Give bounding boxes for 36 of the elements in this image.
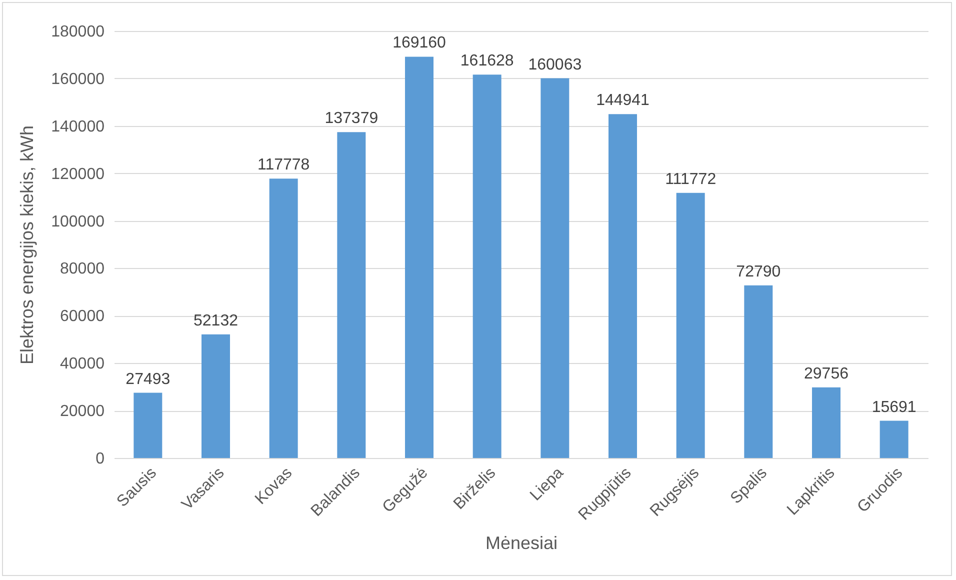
y-tick-label: 20000 xyxy=(60,403,105,420)
x-axis-title: Mėnesiai xyxy=(485,532,558,553)
y-tick-label: 100000 xyxy=(51,213,105,230)
bar xyxy=(337,132,366,458)
y-tick-label: 120000 xyxy=(51,166,105,183)
bar xyxy=(676,192,705,458)
bar xyxy=(202,334,230,458)
y-tick-label: 180000 xyxy=(51,24,105,40)
data-label: 27493 xyxy=(126,370,170,388)
bar xyxy=(472,74,502,458)
data-label: 161628 xyxy=(460,52,514,70)
y-tick-label: 140000 xyxy=(51,118,105,136)
bar xyxy=(134,392,162,458)
y-tick-label: 160000 xyxy=(51,70,105,88)
data-label: 111772 xyxy=(665,170,716,188)
y-tick-label: 60000 xyxy=(60,308,105,326)
data-label: 29756 xyxy=(804,365,849,382)
data-label: 137379 xyxy=(324,110,378,128)
bar xyxy=(405,56,434,458)
data-label: 160063 xyxy=(528,56,582,74)
bar xyxy=(269,178,298,458)
data-label: 15691 xyxy=(872,398,916,416)
data-label: 144941 xyxy=(596,92,650,110)
bar xyxy=(540,78,570,458)
y-tick-label: 0 xyxy=(96,450,105,468)
data-label: 52132 xyxy=(194,312,238,330)
bar xyxy=(812,387,840,458)
bar xyxy=(880,420,908,458)
data-label: 117778 xyxy=(257,156,310,174)
data-label: 72790 xyxy=(736,263,781,280)
y-tick-label: 40000 xyxy=(60,356,105,373)
y-tick-label: 80000 xyxy=(60,260,105,278)
y-axis-title: Elektros energijos kiekis, kWh xyxy=(17,125,38,365)
data-label: 169160 xyxy=(392,34,446,52)
bar xyxy=(744,285,773,458)
bar xyxy=(608,114,637,458)
